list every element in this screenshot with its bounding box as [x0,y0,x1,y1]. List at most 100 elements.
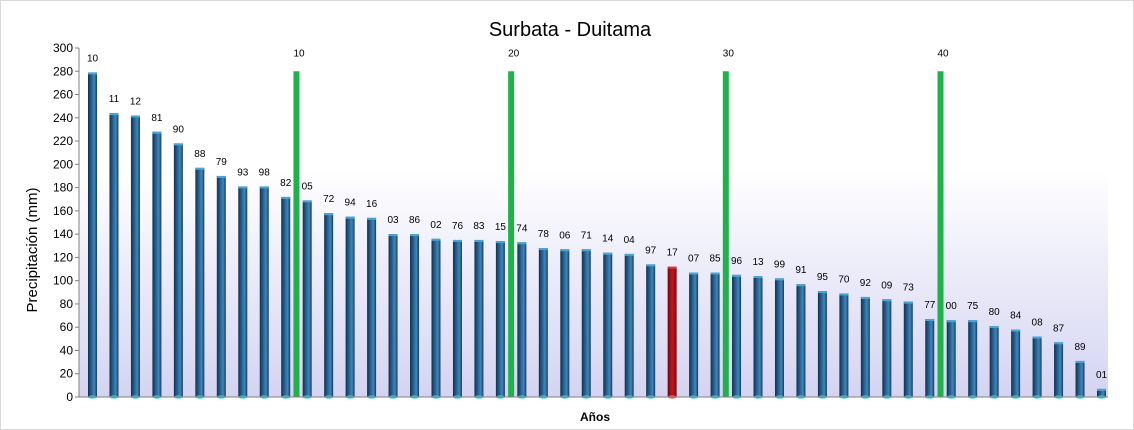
bar [1011,329,1021,399]
bar-cap [410,234,420,237]
bar-cap [882,299,892,302]
bar-data-label: 16 [366,199,378,210]
bar-rect [367,217,377,397]
bar-rect [968,320,978,397]
bar-cap [345,216,355,219]
bar-rect [388,234,398,397]
bar [903,301,913,399]
markers-group: 10 20 30 40 [293,48,949,398]
bar-data-label: 71 [581,230,593,241]
y-axis-label: Precipitación (mm) [24,187,41,312]
bar-cap [216,175,226,178]
bar-cap [495,241,505,244]
bar-cap [581,249,591,252]
bar-cap [560,249,570,252]
bar-cap [817,291,827,294]
y-tick-label: 260 [53,88,73,102]
bar-cap [324,213,334,216]
bar-cap [302,200,312,203]
bar-rect [689,272,699,397]
bar-cap [388,234,398,237]
y-tick-label: 140 [53,227,73,241]
bar-cap [839,293,849,296]
bar-rect [903,301,913,397]
bar-data-label: 86 [409,215,421,226]
bar-cap [1011,329,1021,332]
data-labels-group: 10 11 12 81 90 88 79 93 98 82 05 72 94 16 03 86 02 76 83 15… [87,53,1108,380]
bar-data-label: 90 [173,124,185,135]
plot-area [79,48,1108,397]
bar-rect [109,113,119,397]
bar-data-label: 17 [667,248,679,259]
bar-data-label: 85 [710,254,722,265]
y-tick-label: 160 [53,204,73,218]
bar-rect [732,274,742,397]
bar-data-label: 00 [946,301,958,312]
bar-rect [817,291,827,397]
bar-data-label: 13 [752,257,764,268]
bar-cap [667,266,677,269]
bar-cap [732,274,742,277]
bar-data-label: 02 [430,220,442,231]
marker-label: 40 [937,48,949,59]
bar [367,217,377,399]
bar [989,326,999,399]
bar-rect [1032,336,1042,397]
bar-cap [903,301,913,304]
bar [817,291,827,399]
bar-cap [989,326,999,329]
bar-data-label: 80 [989,307,1001,318]
bar [560,249,570,399]
bar-data-label: 96 [731,256,743,267]
bar-rect [774,278,784,397]
bar-cap [517,242,527,245]
bar-highlight [667,266,677,397]
bar-cap [88,72,97,75]
bar-data-label: 74 [516,223,528,234]
bar-cap [1032,336,1042,339]
bar-data-label: 05 [302,181,314,192]
bar-rect [1075,360,1085,397]
bar-rect [753,276,763,397]
bar [968,320,978,399]
bar-data-label: 12 [130,96,142,107]
bar-rect [152,131,162,397]
bar-rect [238,186,248,397]
bar [388,234,398,399]
bar-rect [431,238,441,397]
bar-rect [1011,329,1021,397]
bar [581,249,591,399]
bar-rect [1054,342,1064,397]
bar-rect [603,252,613,397]
bar-data-label: 03 [387,215,399,226]
bar [474,239,484,399]
bar [1032,336,1042,399]
bar-data-label: 10 [87,53,99,64]
bar-cap [109,113,119,116]
bar-rect [88,72,97,398]
bar-rect [259,186,269,397]
bar-cap [259,186,269,189]
y-tick-label: 20 [60,367,74,381]
bar [495,241,505,399]
bar [1054,342,1064,399]
bar-data-label: 99 [774,259,786,270]
bar-rect [216,175,226,397]
bar-cap [603,252,613,255]
bar [216,175,226,399]
bar-rect [882,299,892,397]
bar [839,293,849,399]
bar-cap [538,248,548,251]
y-tick-label: 240 [53,111,73,125]
bar-data-label: 77 [924,300,936,311]
bar-rect [452,239,462,397]
bar [517,242,527,399]
bar-data-label: 98 [259,167,271,178]
y-tick-label: 60 [60,320,74,334]
bar [452,239,462,399]
bar-cap [152,131,162,134]
bar-data-label: 79 [216,157,228,168]
bar [152,131,162,399]
